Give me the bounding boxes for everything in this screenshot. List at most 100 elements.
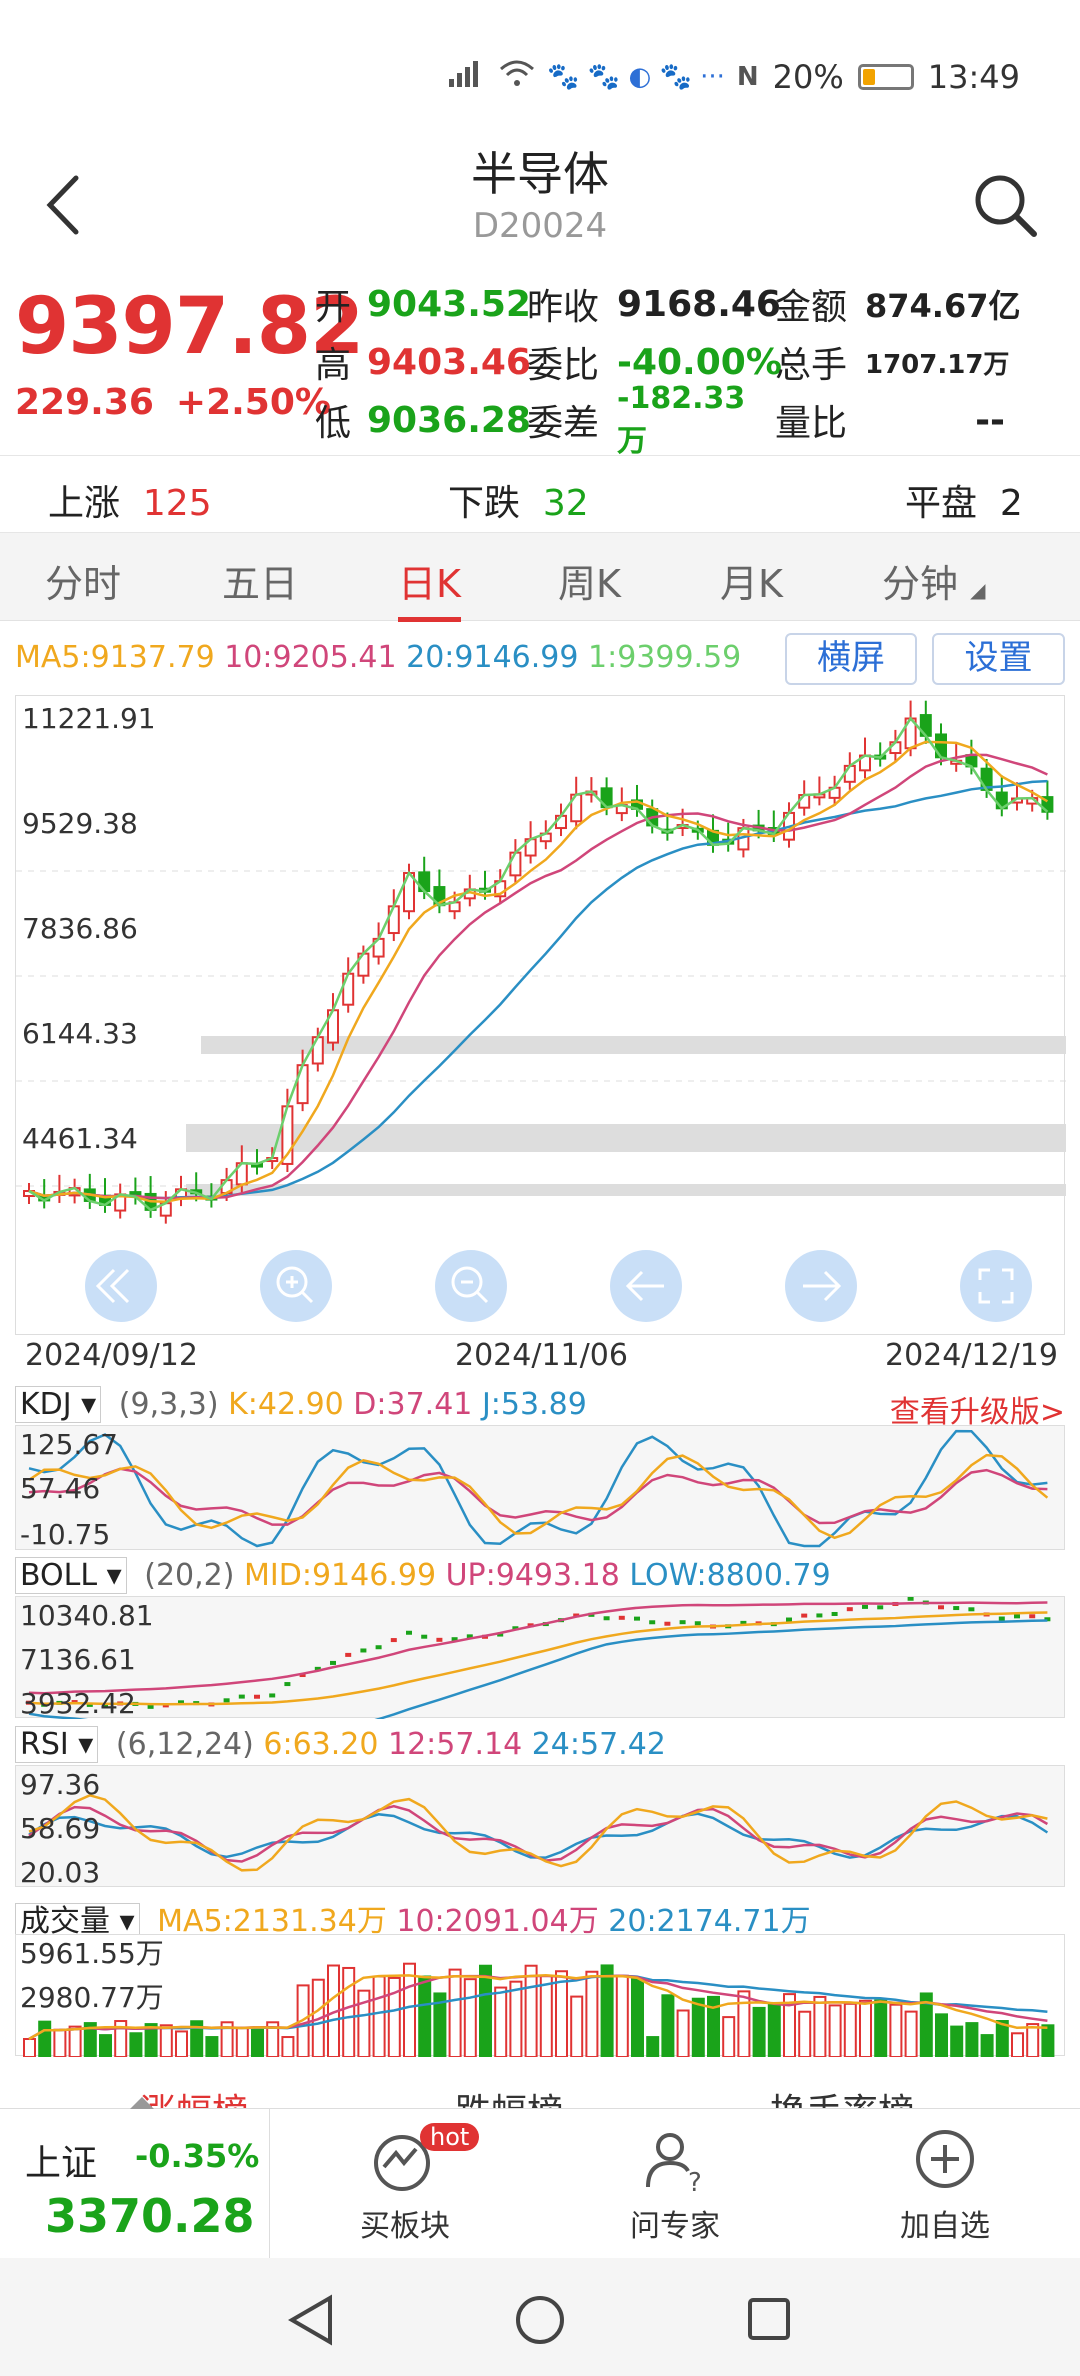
boll-candle xyxy=(1029,1614,1036,1619)
tab-turnover[interactable]: 换手率榜 xyxy=(770,2083,914,2108)
volume-bar xyxy=(889,2003,903,2058)
boll-candle xyxy=(299,1673,306,1678)
tab-losers[interactable]: 跌幅榜 xyxy=(455,2083,563,2108)
tab-minute[interactable]: 分钟 ◢ xyxy=(882,553,986,608)
boll-candle xyxy=(147,1704,154,1709)
zoom-in-icon[interactable] xyxy=(260,1250,332,1322)
volume-bar xyxy=(463,1978,477,2058)
upgrade-link[interactable]: 查看升级版> xyxy=(889,1395,1065,1430)
axis-label: 58.69 xyxy=(20,1812,100,1845)
tab-weekly-k[interactable]: 周K xyxy=(558,562,621,606)
kdj-params: (9,3,3) xyxy=(118,1387,219,1422)
value-prev-close: 9168.46 xyxy=(617,283,781,325)
tab-daily-k[interactable]: 日K xyxy=(398,553,461,622)
boll-candle xyxy=(406,1630,412,1635)
clock: 13:49 xyxy=(927,58,1020,96)
ask-expert-button[interactable]: ? 问专家 xyxy=(585,2129,765,2245)
quote-row: 开 9043.52 昨收 9168.46 金额 874.67亿 xyxy=(315,275,1021,333)
kdj-d: D:37.41 xyxy=(353,1387,473,1422)
settings-button[interactable]: 设置 xyxy=(932,633,1065,685)
volume-bar xyxy=(509,1980,523,2058)
boll-candle xyxy=(664,1621,671,1626)
boll-candle xyxy=(26,1700,32,1705)
volume-bar xyxy=(585,1970,599,2058)
boll-candle xyxy=(846,1607,853,1612)
triangle-down-icon: ◢ xyxy=(970,578,986,602)
tab-five-day[interactable]: 五日 xyxy=(222,562,299,606)
volume-bar xyxy=(387,1976,401,2058)
volume-bar xyxy=(737,1990,751,2058)
search-icon[interactable] xyxy=(970,170,1040,240)
nav-recent-icon[interactable] xyxy=(748,2298,790,2340)
boll-candle xyxy=(801,1613,808,1618)
value-bid-ratio: -40.00% xyxy=(617,341,782,383)
volume-bar xyxy=(205,2036,219,2058)
volume-bar xyxy=(767,2002,781,2058)
label-total-volume: 总手 xyxy=(775,345,848,386)
sector-icon xyxy=(374,2135,430,2191)
up-value: 125 xyxy=(142,483,212,524)
boll-candle xyxy=(938,1605,944,1610)
tab-intraday[interactable]: 分时 xyxy=(45,562,122,606)
price-change: 229.36 +2.50% xyxy=(15,382,353,423)
index-ticker[interactable]: 上证 -0.35% 3370.28 xyxy=(0,2097,270,2259)
volume-bar xyxy=(38,2020,52,2058)
support-zone xyxy=(186,1184,1066,1196)
volume-bar xyxy=(129,2032,143,2058)
kline-chart[interactable]: 11221.91 9529.38 7836.86 6144.33 4461.34 xyxy=(15,695,1066,1335)
signal-icon xyxy=(447,59,487,96)
volume-bar xyxy=(418,1975,432,2058)
boll-candle xyxy=(603,1616,610,1621)
axis-label: 4461.34 xyxy=(22,1122,138,1155)
flat-value: 2 xyxy=(999,483,1023,524)
add-watchlist-button[interactable]: 加自选 xyxy=(855,2129,1035,2245)
nav-home-icon[interactable] xyxy=(516,2296,564,2344)
index-change: -0.35% xyxy=(135,2137,260,2175)
label-bid-diff: 委差 xyxy=(527,403,600,444)
expand-up-icon[interactable] xyxy=(130,2097,154,2109)
axis-label: 57.46 xyxy=(20,1472,100,1505)
scroll-left-icon[interactable] xyxy=(85,1250,157,1322)
volume-bar xyxy=(524,1964,538,2058)
flat-label: 平盘 xyxy=(905,483,978,524)
boll-candle xyxy=(998,1616,1005,1621)
volume-bar xyxy=(904,2010,918,2058)
tab-gainers[interactable]: 涨幅榜 xyxy=(140,2083,248,2108)
fullscreen-icon[interactable] xyxy=(960,1250,1032,1322)
arrow-right-icon[interactable] xyxy=(785,1250,857,1322)
axis-label: 20.03 xyxy=(20,1856,100,1888)
rsi-24: 24:57.42 xyxy=(531,1727,666,1762)
axis-label: 2980.77万 xyxy=(20,1981,164,2014)
volume-legend: 成交量 ▾ MA5:2131.34万 10:2091.04万 20:2174.7… xyxy=(15,1896,811,1940)
back-icon[interactable] xyxy=(40,170,90,240)
boll-candle xyxy=(345,1652,352,1657)
boll-candle xyxy=(451,1637,458,1642)
rsi-selector[interactable]: RSI ▾ xyxy=(15,1726,99,1763)
axis-label: 5961.55万 xyxy=(20,1937,164,1970)
tab-monthly-k[interactable]: 月K xyxy=(720,562,783,606)
date-end: 2024/12/19 xyxy=(885,1338,1058,1373)
arrow-left-icon[interactable] xyxy=(610,1250,682,1322)
kdj-selector[interactable]: KDJ ▾ xyxy=(15,1386,102,1423)
tab-daily-k-label: 日K xyxy=(398,562,461,606)
header: 半导体 D20024 xyxy=(0,130,1080,260)
market-breadth: 上涨 125 下跌 32 平盘 2 xyxy=(0,455,1080,533)
boll-candle xyxy=(421,1634,428,1639)
ma-legend: MA5:9137.79 10:9205.41 20:9146.99 1:9399… xyxy=(15,640,741,675)
volume-bar xyxy=(965,2022,979,2059)
volume-bar xyxy=(68,2025,82,2058)
buy-sector-button[interactable]: hot 买板块 xyxy=(315,2123,495,2245)
nav-back-icon[interactable] xyxy=(288,2294,332,2346)
app-notification-icons: 🐾 🐾 ◐ 🐾 ··· xyxy=(547,62,725,92)
axis-label: 10340.81 xyxy=(20,1599,154,1632)
landscape-button[interactable]: 横屏 xyxy=(785,633,917,685)
index-value: 3370.28 xyxy=(45,2189,255,2243)
volume-selector[interactable]: 成交量 ▾ xyxy=(15,1903,140,1940)
boll-candle xyxy=(1014,1614,1020,1619)
rsi-legend: RSI ▾ (6,12,24) 6:63.20 12:57.14 24:57.4… xyxy=(15,1726,666,1763)
zoom-out-icon[interactable] xyxy=(435,1250,507,1322)
boll-candle xyxy=(618,1615,625,1620)
volume-bar xyxy=(342,1966,356,2059)
boll-selector[interactable]: BOLL ▾ xyxy=(15,1557,127,1594)
volume-bar xyxy=(615,1974,629,2059)
